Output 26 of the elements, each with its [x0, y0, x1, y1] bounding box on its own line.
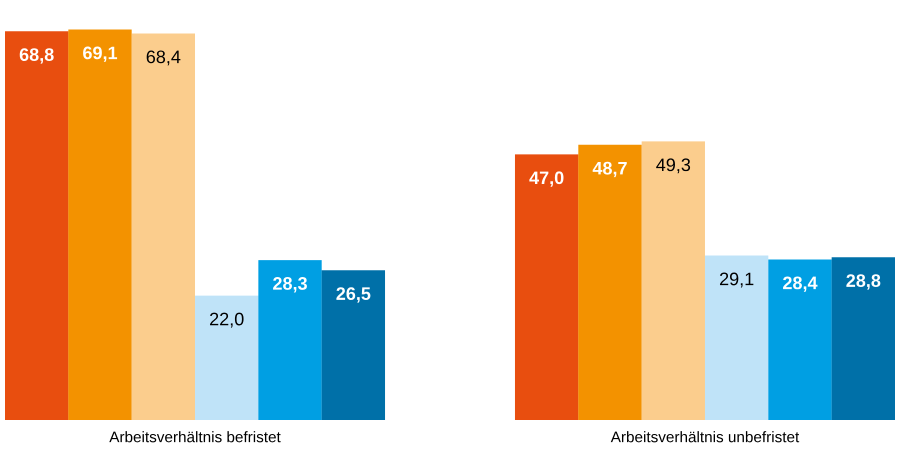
data-label: 49,3 [656, 158, 690, 174]
data-label: 28,8 [846, 274, 880, 290]
bar [5, 31, 68, 420]
bar [642, 141, 705, 420]
bar [704, 256, 768, 420]
data-label: 68,4 [146, 50, 180, 66]
data-label: 29,1 [720, 272, 754, 288]
x-tick-label: Arbeitsverhältnis befristet [109, 431, 281, 442]
bar [68, 30, 132, 420]
data-label: 69,1 [83, 46, 118, 62]
bar [195, 296, 258, 420]
bar [768, 260, 832, 420]
bar [578, 144, 642, 420]
bar [322, 270, 386, 420]
x-tick-label: Arbeitsverhältnis unbefristet [610, 431, 800, 442]
data-label: 68,8 [20, 48, 54, 64]
data-label: 22,0 [210, 312, 244, 328]
data-label: 28,4 [783, 276, 818, 292]
bar [514, 154, 578, 420]
data-label: 48,7 [592, 162, 627, 178]
data-label: 28,3 [273, 277, 307, 292]
bar [832, 257, 895, 420]
data-label: 47,0 [529, 171, 564, 187]
bar [132, 33, 196, 420]
data-label: 26,5 [336, 287, 370, 303]
bar [258, 260, 322, 420]
